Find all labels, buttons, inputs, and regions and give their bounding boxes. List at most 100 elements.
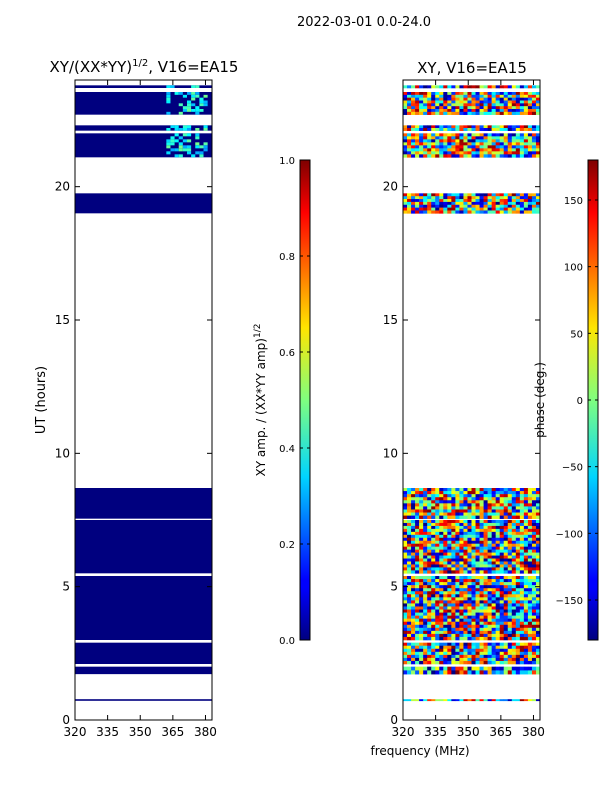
phase-data-cell: [487, 609, 492, 613]
phase-data-cell: [487, 494, 492, 498]
phase-data-cell: [403, 109, 408, 113]
phase-data-cell: [483, 570, 488, 574]
phase-data-cell: [415, 540, 420, 545]
phase-data-cell: [459, 97, 464, 101]
phase-data-cell: [471, 564, 476, 568]
phase-data-cell: [479, 103, 484, 107]
phase-data-cell: [487, 534, 492, 539]
phase-data-cell: [447, 603, 452, 607]
phase-data-cell: [507, 558, 513, 562]
phase-data-cell: [499, 111, 505, 115]
phase-data-cell: [431, 522, 436, 527]
phase-data-cell: [503, 139, 509, 143]
phase-data-cell: [467, 503, 472, 507]
phase-data-cell: [527, 497, 533, 501]
phase-data-cell: [451, 512, 456, 516]
phase-data-cell: [479, 515, 484, 519]
phase-data-cell: [491, 133, 496, 137]
phase-data-cell: [531, 145, 537, 149]
phase-data-cell: [495, 561, 501, 565]
phase-data-cell: [515, 136, 521, 140]
phase-data-cell: [515, 648, 521, 653]
phase-data-cell: [487, 133, 492, 137]
phase-data-cell: [439, 699, 444, 702]
phase-data-cell: [523, 497, 529, 501]
phase-data-cell: [431, 570, 436, 574]
phase-data-cell: [503, 630, 509, 635]
phase-data-cell: [459, 570, 464, 574]
phase-data-cell: [455, 576, 460, 580]
phase-data-cell: [511, 193, 517, 197]
amplitude-bright-cell: [191, 85, 196, 88]
amplitude-bright-cell: [186, 92, 192, 95]
phase-data-cell: [407, 621, 412, 626]
phase-data-cell: [419, 660, 424, 665]
phase-data-cell: [475, 100, 480, 104]
phase-data-cell: [447, 570, 452, 574]
phase-data-cell: [499, 522, 505, 527]
phase-data-cell: [527, 543, 533, 547]
phase-data-cell: [531, 494, 537, 498]
phase-data-cell: [499, 630, 505, 635]
phase-data-cell: [439, 555, 444, 559]
phase-data-cell: [471, 609, 476, 613]
phase-data-cell: [427, 534, 432, 539]
phase-data-cell: [471, 606, 476, 610]
phase-data-cell: [463, 128, 468, 131]
phase-data-cell: [447, 630, 452, 635]
phase-data-cell: [455, 552, 460, 556]
phase-data-cell: [527, 630, 533, 635]
phase-data-cell: [459, 528, 464, 533]
phase-data-cell: [431, 540, 436, 545]
phase-data-cell: [511, 600, 517, 604]
phase-data-cell: [439, 534, 444, 539]
phase-data-cell: [527, 503, 533, 507]
phase-data-cell: [447, 136, 452, 140]
phase-data-cell: [411, 636, 416, 641]
phase-data-cell: [407, 92, 412, 96]
phase-data-cell: [503, 491, 509, 495]
phase-data-cell: [467, 210, 472, 214]
phase-data-cell: [467, 585, 472, 589]
phase-data-cell: [523, 615, 529, 619]
phase-data-cell: [423, 624, 428, 629]
phase-data-cell: [475, 699, 480, 702]
phase-data-cell: [419, 588, 424, 592]
phase-data-cell: [439, 654, 444, 659]
phase-data-cell: [435, 94, 440, 98]
phase-data-cell: [527, 657, 533, 662]
phase-data-cell: [511, 106, 517, 110]
phase-data-cell: [439, 128, 444, 131]
phase-data-cell: [487, 651, 492, 656]
phase-data-cell: [511, 534, 517, 539]
phase-data-cell: [487, 520, 492, 524]
phase-data-cell: [451, 588, 456, 592]
phase-data-cell: [519, 576, 525, 580]
phase-data-cell: [511, 699, 517, 702]
phase-data-cell: [427, 630, 432, 635]
phase-data-cell: [503, 540, 509, 545]
phase-data-cell: [467, 588, 472, 592]
phase-data-cell: [447, 133, 452, 137]
phase-data-cell: [435, 494, 440, 498]
phase-data-cell: [407, 633, 412, 638]
phase-data-cell: [427, 564, 432, 568]
phase-data-cell: [427, 94, 432, 98]
phase-data-cell: [527, 642, 533, 647]
phase-data-cell: [443, 585, 448, 589]
phase-data-cell: [435, 103, 440, 107]
phase-data-cell: [427, 606, 432, 610]
phase-data-cell: [495, 136, 501, 140]
phase-data-cell: [439, 603, 444, 607]
phase-data-cell: [519, 588, 525, 592]
phase-data-cell: [419, 509, 424, 513]
phase-data-cell: [419, 522, 424, 527]
phase-data-cell: [499, 204, 505, 208]
amplitude-bright-cell: [199, 151, 204, 155]
phase-data-cell: [467, 154, 472, 158]
phase-data-cell: [415, 531, 420, 536]
phase-data-cell: [515, 497, 521, 501]
phase-data-cell: [467, 497, 472, 501]
phase-data-cell: [519, 603, 525, 607]
phase-data-cell: [435, 670, 440, 675]
